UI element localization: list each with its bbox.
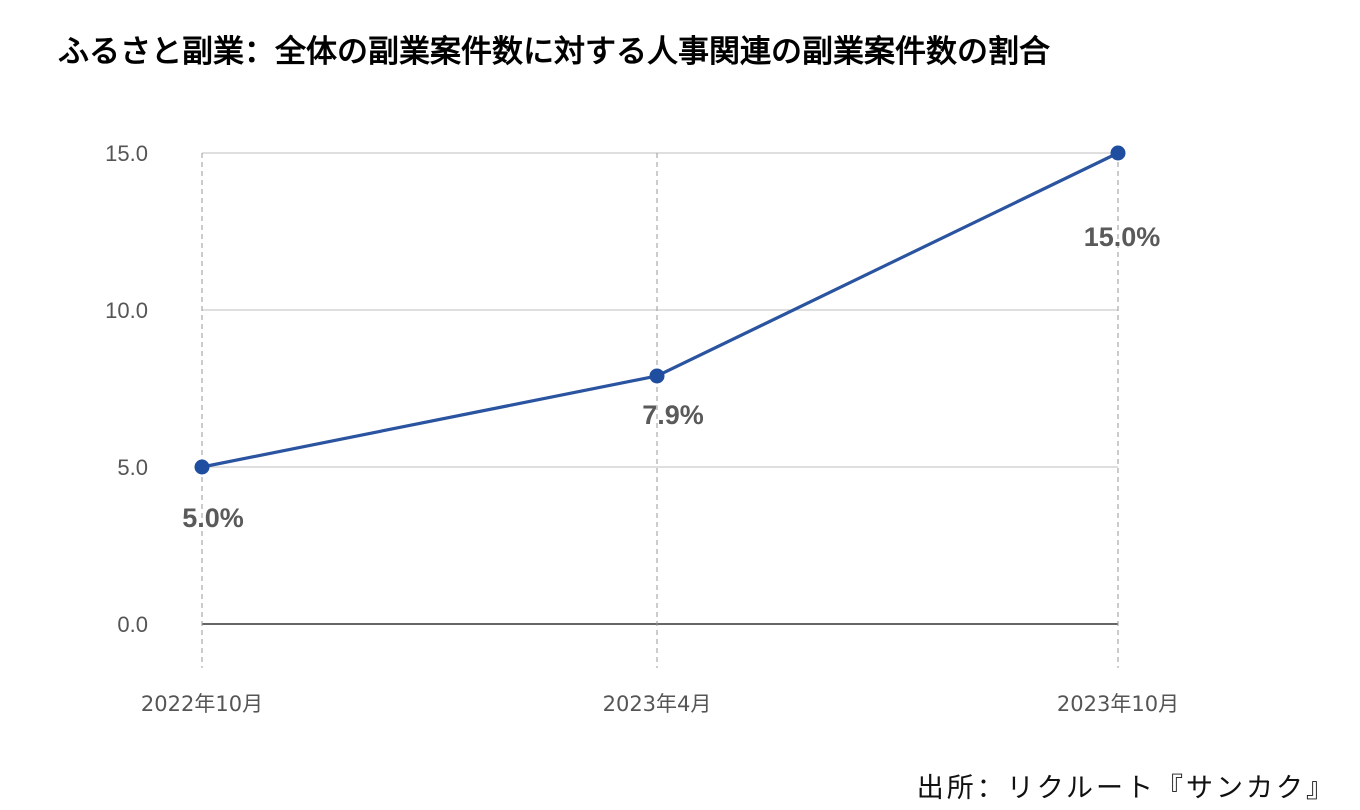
data-point — [649, 368, 665, 384]
y-tick-label: 10.0 — [105, 298, 148, 323]
source-note: 出所：リクルート『サンカク』 — [916, 773, 1336, 804]
y-tick-label: 5.0 — [117, 455, 148, 480]
y-tick-label: 15.0 — [105, 141, 148, 166]
data-point — [1110, 145, 1126, 161]
data-point — [194, 459, 210, 475]
x-tick-label: 2022年10月 — [141, 692, 263, 716]
data-label: 7.9% — [642, 400, 704, 430]
series-layer — [194, 145, 1126, 475]
chart-title: ふるさと副業：全体の副業案件数に対する人事関連の副業案件数の割合 — [58, 34, 1050, 70]
x-axis: 2022年10月 2023年4月 2023年10月 — [141, 692, 1179, 716]
x-tick-label: 2023年10月 — [1057, 692, 1179, 716]
y-axis: 0.0 5.0 10.0 15.0 — [105, 141, 148, 637]
data-labels: 5.0% 7.9% 15.0% — [182, 222, 1160, 533]
data-label: 15.0% — [1084, 222, 1161, 252]
data-label: 5.0% — [182, 503, 244, 533]
y-tick-label: 0.0 — [117, 612, 148, 637]
x-tick-label: 2023年4月 — [603, 692, 712, 716]
grid-layer — [201, 152, 1119, 668]
